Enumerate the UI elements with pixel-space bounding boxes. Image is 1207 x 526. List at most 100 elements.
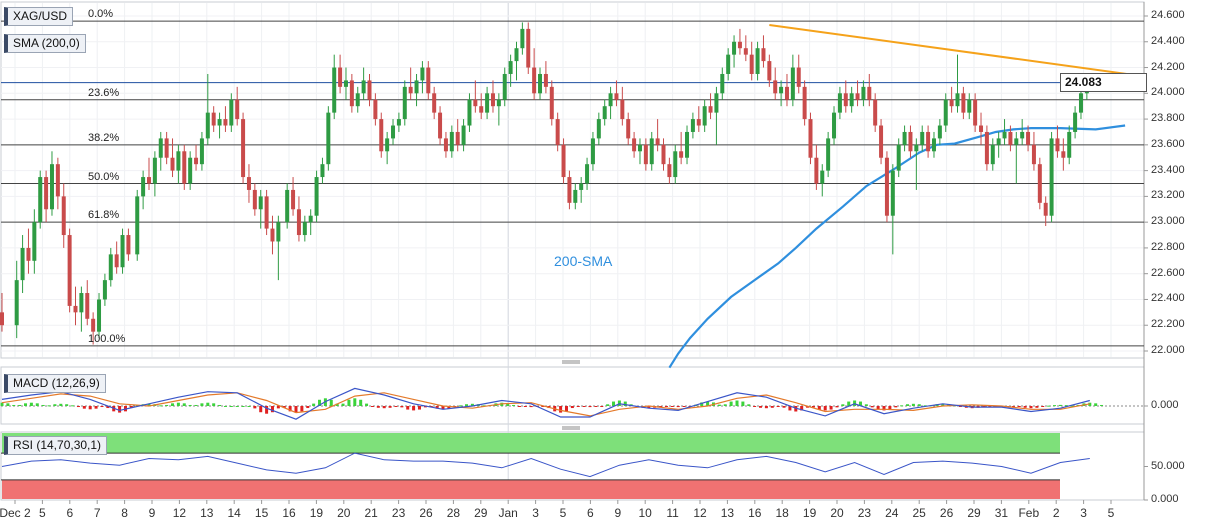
candle-body	[285, 189, 290, 223]
candle-body	[44, 177, 49, 210]
candle-body	[414, 80, 419, 94]
macd-histogram-bar	[747, 404, 751, 406]
rsi-overbought-zone	[2, 433, 1060, 454]
macd-histogram-bar	[759, 406, 763, 408]
macd-histogram-bar	[447, 406, 451, 409]
x-axis-label: 21	[364, 506, 378, 520]
macd-histogram-bar	[941, 403, 945, 406]
candle-body	[784, 86, 789, 100]
candle-body	[276, 222, 281, 242]
candle-body	[1073, 112, 1078, 132]
candle-body	[338, 67, 343, 87]
rsi-oversold-zone	[2, 479, 1060, 499]
candle-body	[349, 80, 354, 107]
x-axis-label: 19	[309, 506, 324, 520]
macd-histogram-bar	[823, 406, 827, 411]
x-axis-label: 28	[446, 506, 461, 520]
candle-body	[837, 93, 842, 113]
x-axis-label: 10	[638, 506, 652, 520]
macd-histogram-bar	[800, 406, 804, 411]
candle-body	[649, 138, 654, 165]
candle-body	[979, 125, 984, 132]
candle-body	[708, 106, 713, 113]
fib-level-label: 38.2%	[88, 131, 120, 144]
macd-histogram-bar	[6, 403, 10, 406]
macd-histogram-bar	[259, 406, 263, 413]
macd-histogram-bar	[423, 406, 427, 408]
candle-body	[211, 112, 216, 126]
candle-body	[402, 86, 407, 120]
candle-body	[496, 99, 501, 107]
macd-histogram-bar	[65, 404, 69, 406]
candle-body	[549, 86, 554, 120]
macd-histogram-bar	[894, 406, 898, 408]
x-axis-label: 26	[939, 506, 954, 520]
candle-body	[749, 54, 754, 74]
candle-body	[743, 48, 748, 55]
candle-body	[296, 209, 301, 236]
candle-body	[673, 151, 678, 178]
macd-histogram-bar	[947, 404, 951, 406]
macd-histogram-bar	[353, 398, 357, 406]
candle-body	[443, 138, 448, 152]
candle-body	[170, 157, 175, 171]
candle-body	[223, 119, 228, 126]
macd-histogram-bar	[41, 404, 45, 406]
macd-histogram-bar	[359, 399, 363, 406]
macd-histogram-bar	[723, 404, 727, 406]
candle-body	[608, 93, 613, 107]
price-panel	[0, 1, 1145, 359]
candle-body	[826, 138, 831, 171]
sma-legend[interactable]: SMA (200,0)	[4, 34, 86, 53]
x-axis-label: 7	[93, 506, 101, 520]
macd-legend[interactable]: MACD (12,26,9)	[4, 374, 106, 393]
macd-histogram-bar	[129, 406, 133, 409]
macd-histogram-bar	[470, 403, 474, 406]
macd-histogram-bar	[900, 405, 904, 407]
candle-body	[931, 138, 936, 152]
candle-body	[508, 61, 513, 74]
candle-body	[114, 254, 119, 268]
macd-histogram-bar	[682, 406, 686, 407]
candle-body	[217, 119, 222, 126]
candle-body	[291, 189, 296, 210]
candle-body	[861, 86, 866, 100]
macd-histogram-bar	[835, 406, 839, 408]
rsi-legend[interactable]: RSI (14,70,30,1)	[4, 436, 108, 455]
candle-body	[937, 125, 942, 139]
macd-histogram-bar	[71, 405, 75, 407]
macd-histogram-bar	[300, 406, 304, 412]
macd-histogram-bar	[1017, 406, 1021, 407]
macd-histogram-bar	[958, 406, 962, 407]
macd-histogram-bar	[394, 406, 398, 407]
candle-body	[229, 99, 234, 126]
macd-histogram-bar	[318, 399, 322, 406]
candle-body	[164, 138, 169, 158]
candle-body	[120, 235, 125, 268]
candle-body	[590, 138, 595, 165]
macd-histogram-bar	[29, 402, 33, 406]
candle-body	[49, 164, 54, 210]
macd-histogram-bar	[506, 403, 510, 406]
macd-histogram-bar	[282, 406, 286, 409]
macd-histogram-bar	[18, 404, 22, 406]
candle-body	[270, 228, 275, 242]
macd-histogram-bar	[776, 406, 780, 407]
macd-histogram-bar	[306, 406, 310, 409]
macd-histogram-bar	[782, 406, 786, 408]
macd-histogram-bar	[906, 404, 910, 406]
macd-signal-line	[1, 392, 1090, 417]
candle-body	[1026, 131, 1031, 145]
macd-histogram-bar	[729, 401, 733, 406]
candle-body	[526, 28, 531, 68]
x-axis-label: 15	[254, 506, 269, 520]
candle-body	[702, 106, 707, 126]
candle-body	[620, 99, 625, 120]
macd-histogram-bar	[811, 406, 815, 408]
candle-body	[73, 305, 78, 313]
macd-histogram-bar	[1041, 406, 1045, 407]
candle-body	[467, 99, 472, 126]
x-axis-label: 23	[391, 506, 406, 520]
x-axis-label: 24	[885, 506, 899, 520]
